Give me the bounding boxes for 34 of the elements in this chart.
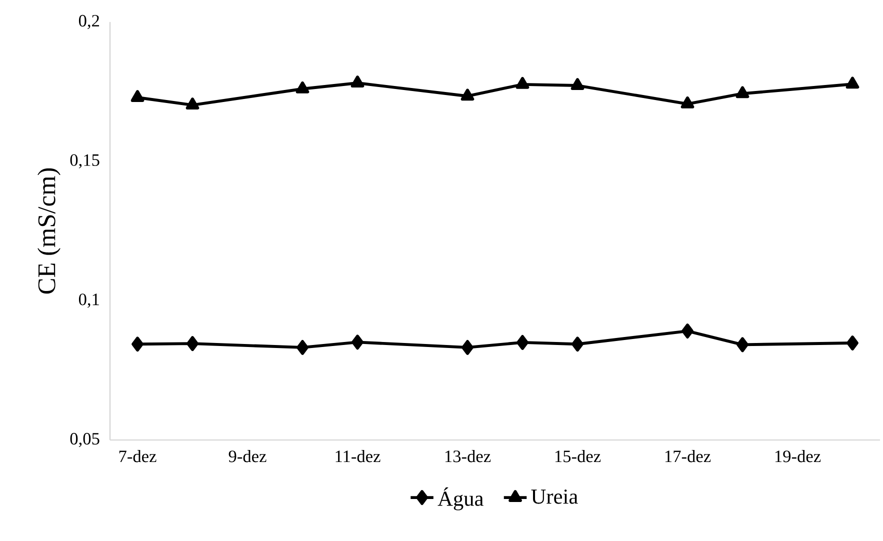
point (680, 96, 694, 108)
x-tick-label: 7-dez (119, 450, 156, 462)
point (736, 86, 750, 98)
point (130, 90, 144, 102)
x-tick-label: 9-dez (228, 450, 266, 462)
point (460, 88, 474, 101)
x-tick-label: 19-dez (775, 450, 821, 462)
point (296, 340, 308, 355)
x-tick-label: 17-dez (665, 450, 711, 462)
point (462, 340, 474, 355)
point (682, 324, 694, 338)
point (352, 334, 364, 350)
y-tick-label: 0,05 (70, 432, 100, 448)
y-tick-label: 0,2 (78, 14, 100, 30)
point (132, 336, 144, 352)
point (572, 336, 584, 352)
point (516, 76, 530, 89)
point (350, 76, 364, 88)
legend-label: Ureia (531, 489, 578, 504)
x-tick-label: 13-dez (445, 450, 491, 462)
x-tick-label: 11-dez (336, 450, 380, 462)
y-axis-title: CE (mS/cm) (38, 168, 60, 294)
point (570, 78, 584, 90)
point (296, 81, 310, 94)
point (186, 98, 200, 110)
y-tick-label: 0,1 (78, 294, 99, 308)
point (736, 337, 748, 352)
x-tick-label: 15-dez (555, 450, 601, 462)
point (516, 334, 528, 350)
y-tick-label: 0,15 (70, 154, 100, 168)
legend-label: Água (438, 487, 484, 510)
point (846, 76, 860, 89)
point (186, 336, 198, 352)
point (846, 336, 858, 350)
